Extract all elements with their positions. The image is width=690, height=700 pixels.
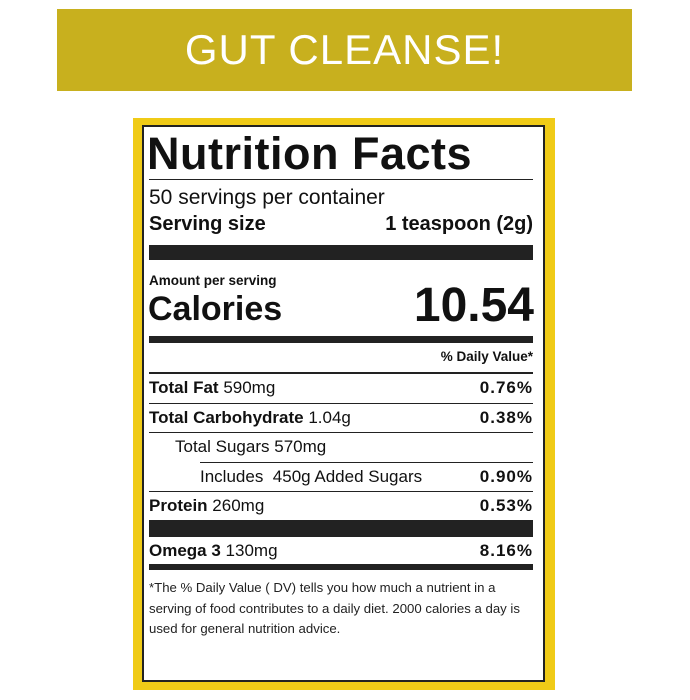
nutrient-row-protein: Protein 260mg 0.53% <box>149 496 533 516</box>
nutrient-amount: 260mg <box>212 496 265 515</box>
calories-value: 10.54 <box>413 279 534 332</box>
daily-value-header: % Daily Value* <box>440 349 533 364</box>
amount-per-serving: Amount per serving <box>149 273 277 288</box>
divider <box>149 491 533 492</box>
divider <box>200 462 533 463</box>
serving-size-label: Serving size <box>149 213 266 235</box>
title-banner: GUT CLEANSE! <box>57 9 632 91</box>
nutrient-amount: 450g Added Sugars <box>272 467 423 486</box>
footnote: *The % Daily Value ( DV) tells you how m… <box>149 580 520 636</box>
banner-title: GUT CLEANSE! <box>184 26 505 73</box>
thick-bar <box>149 520 533 537</box>
nutrient-amount: 130mg <box>225 541 278 560</box>
nutrient-row-total-sugars: Total Sugars 570mg <box>175 437 533 457</box>
divider <box>149 372 533 374</box>
nutrient-name: Includes <box>200 467 264 486</box>
serving-size-value: 1 teaspoon (2g) <box>385 213 533 235</box>
calories-label: Calories <box>148 290 283 328</box>
nutrient-amount: 590mg <box>223 378 276 397</box>
label-title: Nutrition Facts <box>147 128 473 179</box>
thick-bar <box>149 245 533 260</box>
servings-per-container: 50 servings per container <box>149 186 385 209</box>
nutrient-row-total-fat: Total Fat 590mg 0.76% <box>149 378 533 398</box>
nutrient-dv: 8.16% <box>479 541 533 560</box>
nutrient-name: Omega 3 <box>149 541 221 560</box>
nutrient-dv: 0.76% <box>479 378 533 397</box>
nutrient-row-omega-3: Omega 3 130mg 8.16% <box>149 541 533 561</box>
nutrient-dv: 0.38% <box>479 408 533 427</box>
nutrient-amount: 1.04g <box>308 408 351 427</box>
nutrient-name: Total Carbohydrate <box>149 408 304 427</box>
divider <box>149 432 533 433</box>
medium-bar <box>149 336 533 343</box>
nutrient-dv: 0.53% <box>479 496 533 515</box>
divider <box>149 403 533 404</box>
divider <box>149 179 533 180</box>
medium-bar <box>149 564 533 570</box>
nutrient-name: Protein <box>149 496 208 515</box>
nutrient-row-total-carbohydrate: Total Carbohydrate 1.04g 0.38% <box>149 408 533 428</box>
nutrient-name: Total Sugars <box>175 437 270 456</box>
nutrient-amount: 570mg <box>274 437 327 456</box>
nutrient-row-added-sugars: Includes 450g Added Sugars 0.90% <box>200 467 533 487</box>
nutrient-dv: 0.90% <box>479 467 533 486</box>
nutrient-name: Total Fat <box>149 378 219 397</box>
